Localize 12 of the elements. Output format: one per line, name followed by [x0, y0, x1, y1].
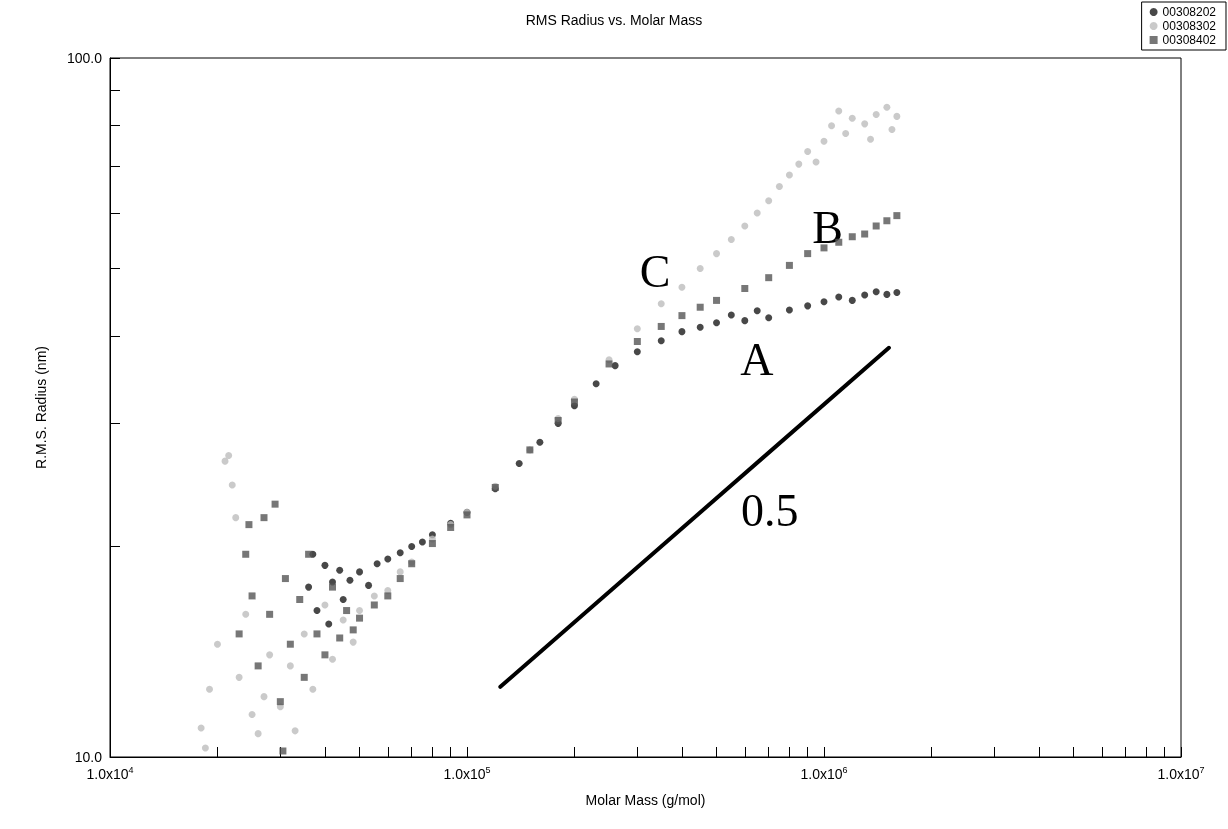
annotation: C [639, 246, 671, 298]
y-tick-label: 10.0 [74, 749, 103, 765]
legend-label: 00308402 [1162, 33, 1217, 47]
chart-title: RMS Radius vs. Molar Mass [525, 12, 703, 28]
annotation: B [812, 202, 843, 254]
annotation: A [740, 334, 774, 386]
legend-label: 00308202 [1162, 5, 1217, 19]
x-axis-title: Molar Mass (g/mol) [585, 792, 706, 808]
legend-label: 00308302 [1162, 19, 1217, 33]
y-axis-title: R.M.S. Radius (nm) [33, 346, 49, 469]
annotation: 0.5 [740, 484, 799, 536]
y-tick-label: 100.0 [66, 50, 103, 66]
